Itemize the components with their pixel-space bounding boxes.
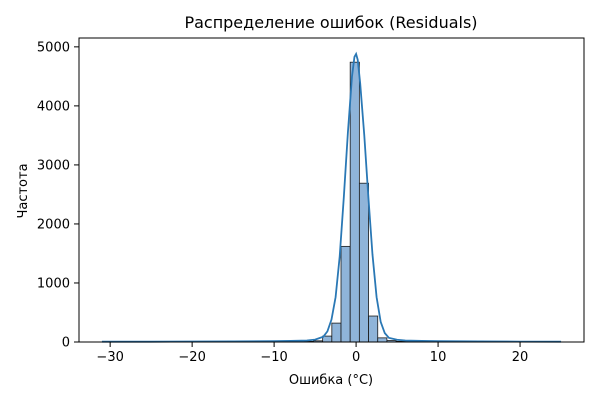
x-tick-label: −10 <box>260 350 287 365</box>
bars-group <box>101 61 562 343</box>
plot-area <box>78 37 585 343</box>
chart-title: Распределение ошибок (Residuals) <box>184 13 477 32</box>
x-axis: −30 −20 −10 0 10 20 <box>96 342 528 365</box>
y-tick-label: 5000 <box>37 40 70 55</box>
y-tick-label: 3000 <box>37 158 70 173</box>
y-axis: 0 1000 2000 3000 4000 5000 <box>37 40 79 351</box>
y-tick-label: 1000 <box>37 276 70 291</box>
x-tick-label: 20 <box>512 350 529 365</box>
histogram-bar <box>340 245 351 343</box>
kde-line <box>101 51 562 343</box>
x-axis-title: Ошибка (°C) <box>289 373 373 388</box>
histogram-bar <box>331 322 342 343</box>
x-tick-label: 0 <box>352 350 360 365</box>
y-tick-label: 2000 <box>37 217 70 232</box>
histogram-bar <box>349 61 360 343</box>
histogram-bar <box>368 315 379 343</box>
histogram-bar <box>377 337 388 343</box>
x-tick-label: −20 <box>178 350 205 365</box>
x-tick-label: −30 <box>96 350 123 365</box>
x-tick-label: 10 <box>430 350 447 365</box>
y-tick-label: 4000 <box>37 99 70 114</box>
histogram-bar <box>358 182 369 343</box>
plot-frame <box>78 37 585 343</box>
y-axis-title: Частота <box>16 163 31 218</box>
y-tick-label: 0 <box>62 336 70 351</box>
